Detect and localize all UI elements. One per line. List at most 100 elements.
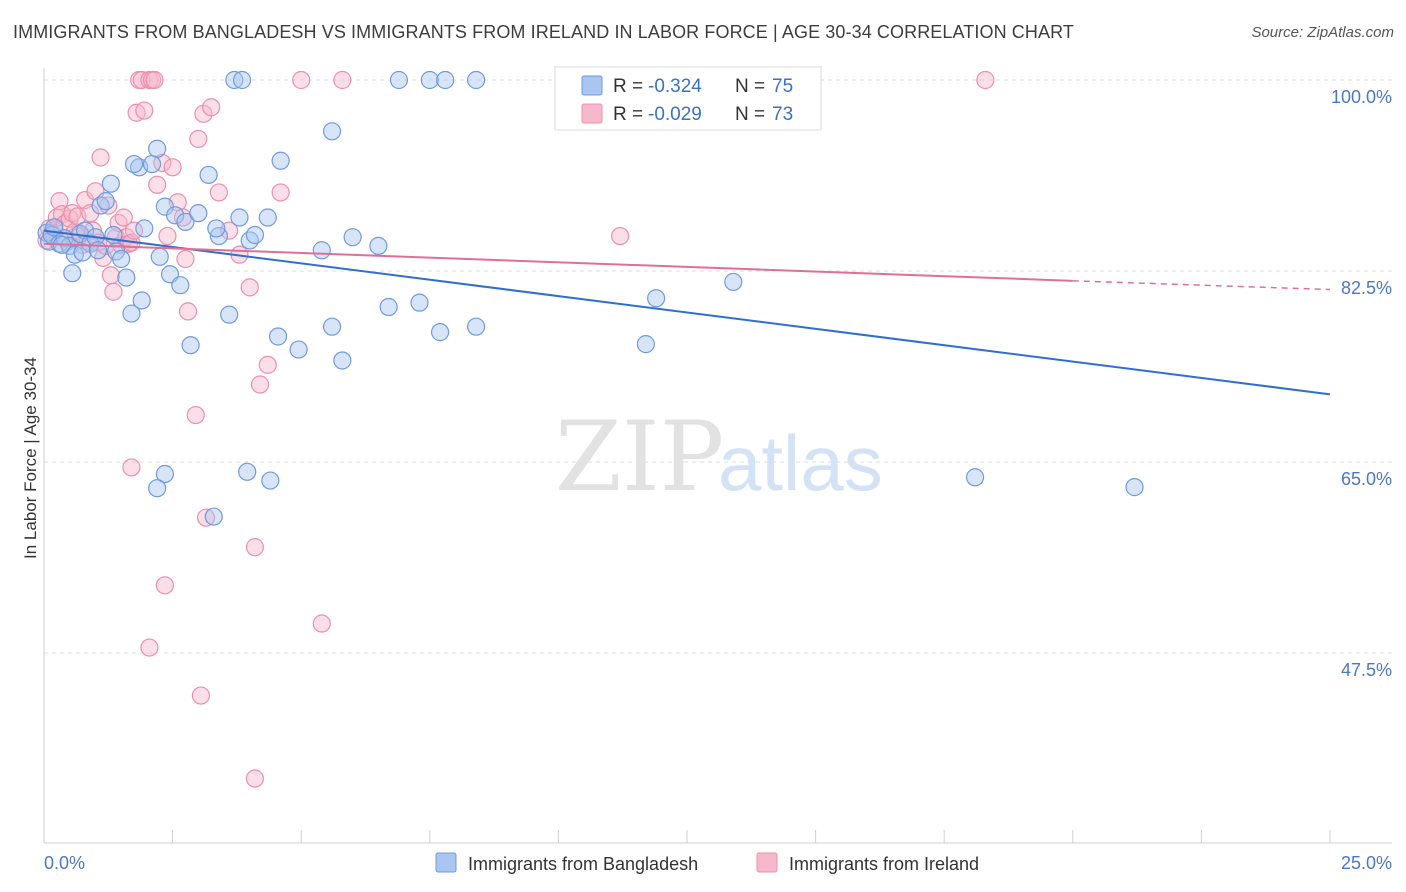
bangladesh-point-43 — [343, 228, 362, 247]
legend-r-label-1: R = — [613, 76, 643, 97]
bangladesh-point-70 — [225, 70, 244, 90]
ireland-point-50 — [189, 129, 208, 149]
bottom-legend-swatch-bangladesh — [435, 852, 457, 873]
bangladesh-point-54 — [261, 471, 280, 490]
bangladesh-point-47 — [430, 323, 450, 342]
legend-r-label-2: R = — [613, 104, 643, 125]
bangladesh-point-17 — [117, 268, 136, 287]
bangladesh-point-50 — [647, 289, 666, 308]
bangladesh-point-18 — [122, 304, 141, 323]
legend-r-value-ireland: -0.029 — [648, 104, 702, 125]
grid-lines — [44, 79, 1392, 654]
ireland-point-41 — [145, 70, 164, 90]
ireland-point-61 — [333, 70, 352, 90]
bottom-legend: Immigrants from Bangladesh Immigrants fr… — [435, 852, 979, 874]
y-tick-label-0: 47.5% — [1341, 660, 1392, 680]
bangladesh-point-13 — [96, 192, 115, 211]
bangladesh-point-48 — [466, 317, 486, 336]
x-tick-label-0: 0.0% — [44, 853, 85, 873]
y-tick-label-1: 65.0% — [1341, 469, 1392, 489]
chart-title: IMMIGRANTS FROM BANGLADESH VS IMMIGRANTS… — [13, 22, 1074, 42]
bangladesh-point-31 — [199, 165, 218, 185]
watermark: ZIP atlas — [555, 401, 883, 513]
bangladesh-point-28 — [176, 212, 195, 231]
legend-swatch-bangladesh — [581, 75, 603, 96]
ireland-point-56 — [240, 278, 259, 297]
bangladesh-point-40 — [312, 241, 331, 260]
ireland-point-58 — [258, 355, 277, 374]
bangladesh-point-64 — [88, 241, 108, 260]
bangladesh-point-69 — [322, 122, 342, 141]
bangladesh-point-20 — [135, 219, 154, 238]
ireland-point-52 — [202, 98, 221, 117]
legend-box: R = -0.324 N = 75 R = -0.029 N = 73 — [554, 66, 822, 131]
bangladesh-point-16 — [112, 249, 131, 269]
bangladesh-point-26 — [166, 206, 185, 225]
ireland-point-49 — [178, 302, 198, 321]
bangladesh-point-72 — [271, 151, 290, 170]
bangladesh-point-34 — [230, 208, 249, 227]
bangladesh-point-14 — [101, 174, 120, 193]
trend-lines — [43, 229, 1331, 396]
ireland-point-60 — [292, 70, 311, 90]
ireland-point-70 — [140, 638, 159, 657]
bangladesh-point-74 — [207, 219, 226, 238]
ireland-point-48 — [176, 249, 195, 269]
bangladesh-point-35 — [240, 231, 259, 250]
ireland-point-17 — [81, 204, 100, 223]
ireland-point-68 — [155, 576, 174, 595]
bangladesh-point-30 — [189, 204, 208, 223]
ireland-point-69 — [312, 614, 331, 633]
bangladesh-point-71 — [232, 70, 252, 90]
legend-n-value-ireland: 73 — [772, 104, 793, 125]
bangladesh-point-49 — [636, 335, 655, 354]
bangladesh-point-53 — [238, 462, 257, 481]
watermark-zip: ZIP — [555, 401, 724, 513]
ireland-point-72 — [245, 769, 265, 788]
watermark-atlas: atlas — [718, 419, 883, 507]
ireland-point-71 — [191, 686, 210, 705]
bangladesh-trend-line — [43, 229, 1331, 396]
bangladesh-point-22 — [148, 139, 167, 158]
legend-swatch-ireland — [581, 103, 603, 124]
bangladesh-point-58 — [204, 507, 223, 526]
bangladesh-point-66 — [420, 70, 439, 90]
ireland-point-65 — [186, 405, 205, 425]
ireland-point-10 — [63, 204, 82, 223]
ireland-point-42 — [148, 175, 167, 194]
bangladesh-point-59 — [132, 291, 151, 310]
ireland-point-63 — [976, 70, 995, 90]
legend-n-label-2: N = — [735, 104, 765, 125]
ireland-point-59 — [271, 183, 290, 202]
bottom-legend-swatch-ireland — [756, 852, 778, 873]
y-axis-label: In Labor Force | Age 30-34 — [21, 357, 40, 559]
bangladesh-point-36 — [245, 225, 265, 245]
tick-labels: 47.5% 65.0% 82.5% 100.0% 0.0% 25.0% — [44, 87, 1392, 873]
ireland-point-21 — [91, 148, 110, 167]
bottom-legend-label-bangladesh: Immigrants from Bangladesh — [468, 854, 698, 874]
ireland-point-25 — [101, 266, 120, 285]
bangladesh-point-67 — [436, 70, 455, 90]
bangladesh-point-21 — [142, 154, 162, 174]
bangladesh-point-57 — [148, 479, 167, 498]
bangladesh-point-39 — [289, 340, 308, 359]
bangladesh-point-61 — [63, 264, 82, 283]
ireland-point-62 — [611, 226, 630, 246]
ireland-trend-extension — [1072, 280, 1331, 291]
y-tick-label-3: 100.0% — [1331, 87, 1392, 107]
bangladesh-point-33 — [220, 305, 239, 324]
ireland-trend-line — [43, 242, 1073, 282]
source-credit: Source: ZipAtlas.com — [1251, 24, 1394, 41]
axes — [43, 68, 1392, 844]
bottom-legend-label-ireland: Immigrants from Ireland — [789, 854, 979, 874]
bangladesh-point-73 — [124, 154, 144, 174]
bangladesh-point-68 — [466, 70, 486, 90]
ireland-point-44 — [158, 226, 177, 246]
ireland-point-28 — [109, 213, 128, 233]
bangladesh-point-60 — [73, 243, 92, 262]
ireland-point-37 — [132, 70, 151, 90]
bangladesh-point-29 — [181, 336, 200, 355]
bangladesh-point-45 — [379, 297, 398, 317]
bangladesh-point-51 — [724, 272, 743, 292]
